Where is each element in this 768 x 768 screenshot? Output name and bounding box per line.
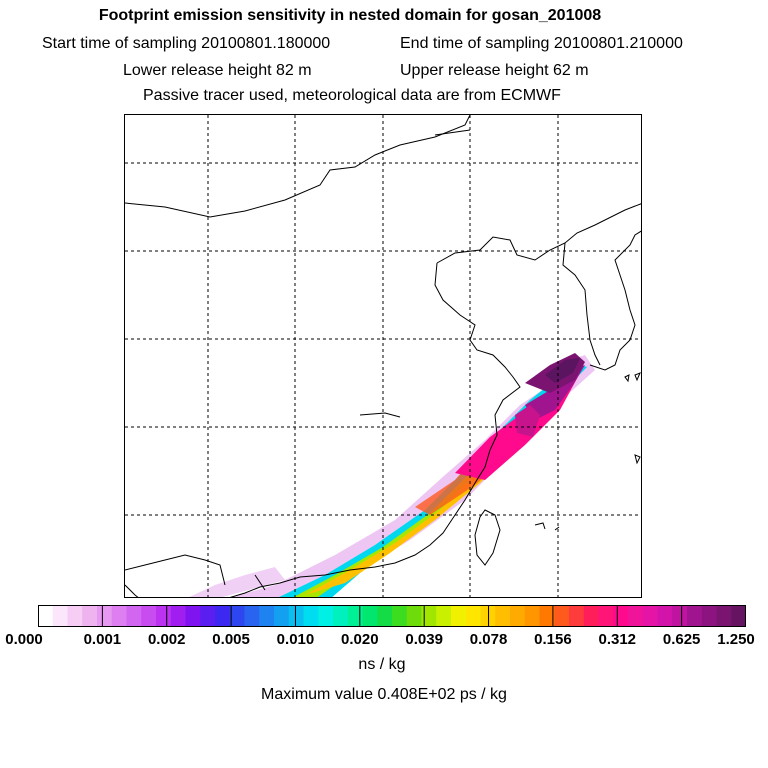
colorbar-swatch: [97, 605, 113, 627]
colorbar-swatch: [436, 605, 452, 627]
colorbar-swatch: [451, 605, 467, 627]
colorbar-swatch: [303, 605, 319, 627]
colorbar-swatch: [362, 605, 378, 627]
colorbar-swatch: [67, 605, 83, 627]
colorbar: [38, 605, 746, 627]
colorbar-swatch: [185, 605, 201, 627]
colorbar-tick-label: 0.005: [212, 631, 250, 648]
colorbar-tick-label: 0.010: [276, 631, 315, 648]
colorbar-swatch: [598, 605, 614, 627]
colorbar-swatch: [318, 605, 334, 627]
end-time-label: End time of sampling 20100801.210000: [400, 35, 683, 52]
colorbar-swatch: [111, 605, 127, 627]
colorbar-swatch: [347, 605, 363, 627]
graticule: [125, 115, 641, 597]
colorbar-swatch: [215, 605, 231, 627]
colorbar-swatch: [583, 605, 599, 627]
colorbar-swatch: [465, 605, 481, 627]
colorbar-swatch: [716, 605, 732, 627]
colorbar-swatch: [377, 605, 393, 627]
colorbar-tick-label: 0.078: [469, 631, 508, 648]
colorbar-swatch: [554, 605, 570, 627]
colorbar-swatch: [141, 605, 157, 627]
maximum-value: Maximum value 0.408E+02 ps / kg: [261, 686, 507, 703]
colorbar-swatch: [156, 605, 172, 627]
colorbar-swatch: [259, 605, 275, 627]
colorbar-tick-label: 0.312: [598, 631, 637, 648]
colorbar-swatch: [126, 605, 142, 627]
colorbar-tick-label: 1.250: [717, 631, 755, 648]
colorbar-tick-label: 0.020: [341, 631, 379, 648]
colorbar-swatch: [613, 605, 629, 627]
emission-plume: [189, 353, 595, 597]
colorbar-swatch: [392, 605, 408, 627]
colorbar-swatch: [524, 605, 540, 627]
colorbar-tick-label: 0.001: [83, 631, 122, 648]
colorbar-tick-label: 0.002: [147, 631, 186, 648]
lower-release-height: Lower release height 82 m: [123, 62, 312, 79]
colorbar-tick-label: 0.000: [5, 631, 43, 648]
colorbar-units: ns / kg: [358, 656, 406, 673]
coastlines: [125, 115, 641, 597]
colorbar-swatch: [642, 605, 658, 627]
colorbar-swatch: [406, 605, 422, 627]
colorbar-swatch: [495, 605, 511, 627]
start-time-label: Start time of sampling 20100801.180000: [42, 35, 331, 52]
colorbar-swatch: [672, 605, 688, 627]
colorbar-swatch: [510, 605, 526, 627]
colorbar-swatch: [687, 605, 703, 627]
upper-release-height: Upper release height 62 m: [400, 62, 589, 79]
colorbar-swatch: [701, 605, 717, 627]
colorbar-tick-label: 0.625: [662, 631, 701, 648]
colorbar-swatch: [229, 605, 245, 627]
colorbar-swatch: [569, 605, 585, 627]
colorbar-swatch: [274, 605, 290, 627]
colorbar-swatch: [170, 605, 186, 627]
colorbar-tick-label: 0.156: [534, 631, 572, 648]
colorbar-tick-label: 0.039: [405, 631, 443, 648]
colorbar-swatch: [628, 605, 644, 627]
tracer-info: Passive tracer used, meteorological data…: [143, 87, 561, 104]
colorbar-swatch: [288, 605, 304, 627]
footprint-map: [124, 114, 642, 598]
colorbar-swatch: [539, 605, 555, 627]
map-title: Footprint emission sensitivity in nested…: [98, 7, 602, 24]
colorbar-swatch: [244, 605, 260, 627]
colorbar-swatch: [82, 605, 98, 627]
map-canvas: [125, 115, 641, 597]
colorbar-swatch: [52, 605, 68, 627]
colorbar-swatch: [731, 605, 746, 627]
colorbar-swatch: [333, 605, 349, 627]
colorbar-border: [38, 605, 746, 627]
colorbar-swatch: [657, 605, 673, 627]
colorbar-swatch: [38, 605, 54, 627]
colorbar-swatch: [200, 605, 216, 627]
colorbar-swatch: [421, 605, 437, 627]
